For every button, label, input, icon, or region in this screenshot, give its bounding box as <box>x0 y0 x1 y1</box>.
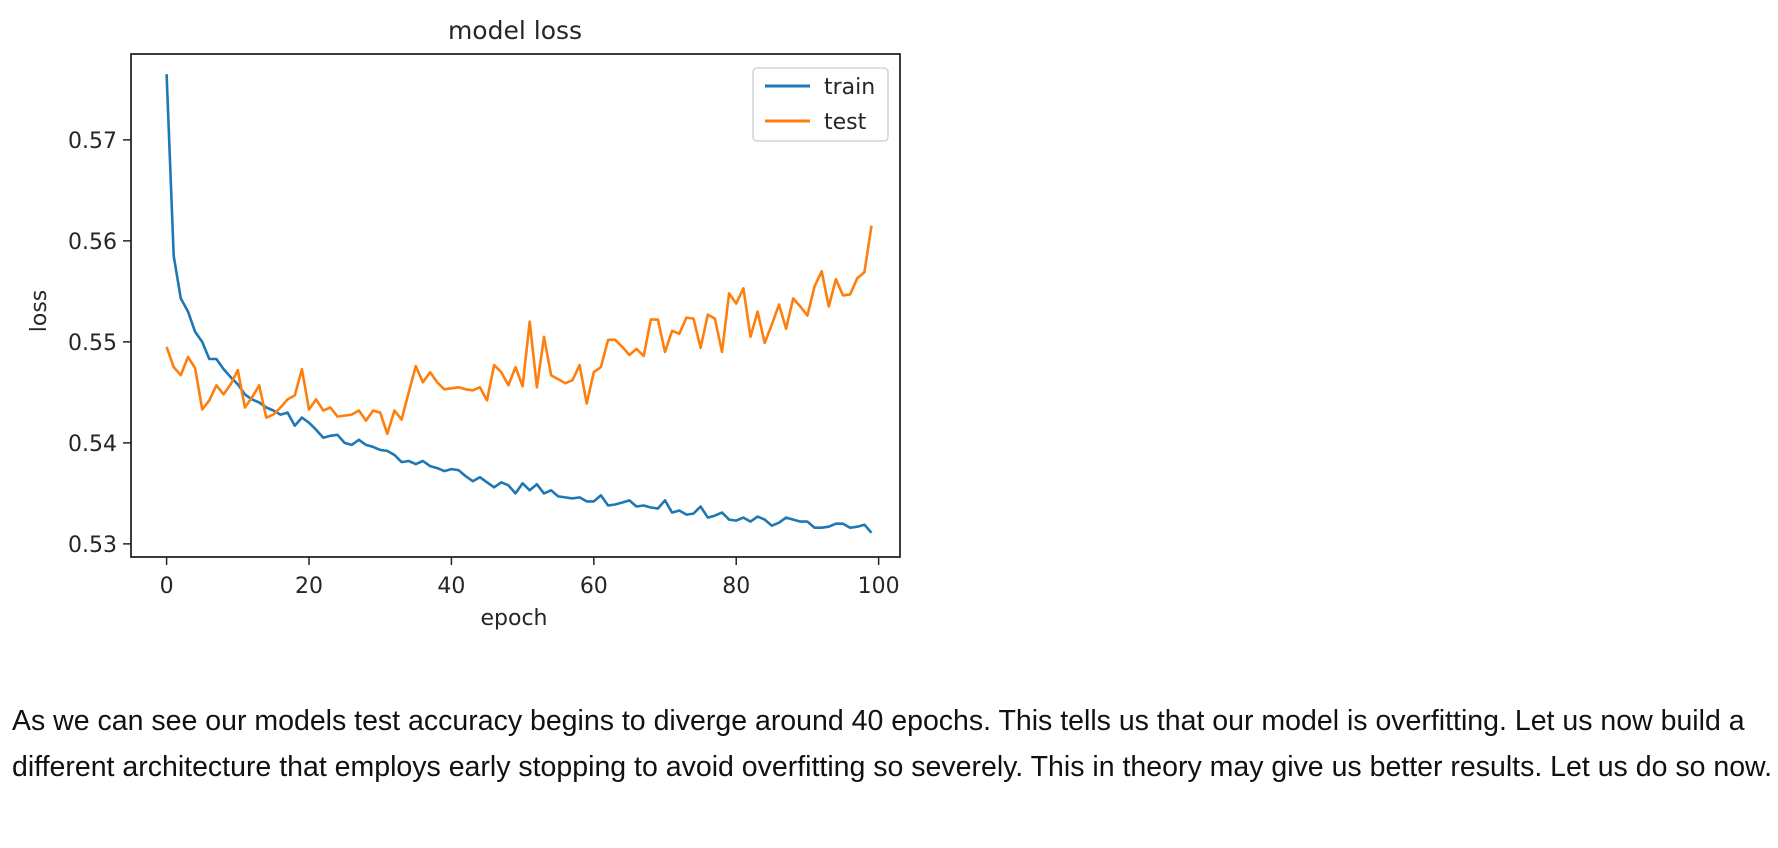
legend-train-label: train <box>824 75 875 100</box>
y-tick-label: 0.55 <box>68 331 117 356</box>
y-tick-label: 0.56 <box>68 230 117 255</box>
y-axis: 0.53 0.54 0.55 0.56 0.57 <box>68 129 131 558</box>
plot-area-frame <box>130 53 901 558</box>
y-tick-label: 0.53 <box>68 533 117 558</box>
x-tick-label: 0 <box>160 574 174 599</box>
legend: train test <box>752 67 889 142</box>
loss-chart: model loss 0.53 0.54 0.55 0.56 0.57 0 20 40 60 8… <box>27 16 901 631</box>
chart-title: model loss <box>448 16 582 45</box>
series-line-train <box>165 74 873 534</box>
legend-test-label: test <box>824 110 867 135</box>
x-tick-label: 40 <box>437 574 465 599</box>
y-axis-label: loss <box>27 290 52 333</box>
x-tick-label: 80 <box>722 574 750 599</box>
series-line-test <box>165 225 873 436</box>
y-tick-label: 0.54 <box>68 432 117 457</box>
series-lines <box>165 74 873 534</box>
x-tick-label: 20 <box>295 574 323 599</box>
x-tick-label: 60 <box>580 574 608 599</box>
description-paragraph: As we can see our models test accuracy b… <box>12 705 1772 783</box>
y-tick-label: 0.57 <box>68 129 117 154</box>
x-axis: 0 20 40 60 80 100 <box>160 557 900 599</box>
x-tick-label: 100 <box>858 574 900 599</box>
x-axis-label: epoch <box>481 606 548 631</box>
